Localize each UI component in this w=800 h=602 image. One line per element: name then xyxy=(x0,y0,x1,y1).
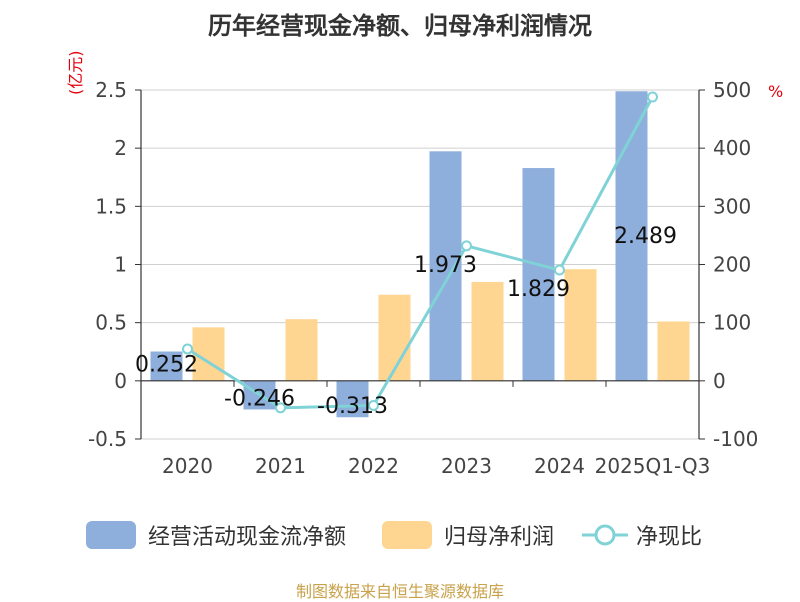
bar-op-cash xyxy=(615,91,648,381)
y-right-tick-label: 400 xyxy=(713,136,751,160)
bar-net-profit xyxy=(564,269,597,381)
point-ratio xyxy=(647,91,658,103)
y-left-tick-label: 2.5 xyxy=(95,78,127,102)
legend-item-ratio[interactable]: 净现比 xyxy=(582,518,702,552)
y-left-tick-label: 0.5 xyxy=(95,311,127,335)
data-label-op-cash: 0.252 xyxy=(135,353,198,378)
bar-net-profit xyxy=(471,281,504,381)
bar-op-cash xyxy=(336,380,369,418)
y-right-tick-label: 300 xyxy=(713,194,751,218)
y-right-tick-label: 500 xyxy=(713,78,751,102)
y-left-tick-label: 2 xyxy=(114,136,127,160)
x-tick-label: 2023 xyxy=(441,454,492,478)
legend-swatch-ratio xyxy=(582,524,628,546)
data-label-op-cash: 1.829 xyxy=(507,277,570,302)
legend-swatch-net-profit xyxy=(382,521,432,549)
data-labels: 0.252 -0.246 -0.313 1.973 1.829 2.489 xyxy=(135,224,677,419)
y-right-tick-label: 100 xyxy=(713,311,751,335)
legend-item-op-cash[interactable]: 经营活动现金流净额 xyxy=(86,518,346,552)
x-tick-label: 2021 xyxy=(255,454,306,478)
y-left-tick-label: 1 xyxy=(114,253,127,277)
line-ratio xyxy=(186,96,654,410)
chart-title: 历年经营现金净额、归母净利润情况 xyxy=(208,12,592,40)
point-ratio xyxy=(275,402,286,414)
tick-labels: -0.5 0 0.5 1 1.5 2 2.5 -100 0 100 200 300 400 500 2020… xyxy=(88,78,758,478)
legend-label-op-cash: 经营活动现金流净额 xyxy=(148,525,347,550)
y-left-tick-label: 1.5 xyxy=(95,194,127,218)
x-tick-label: 2025Q1-Q3 xyxy=(595,454,711,478)
data-label-op-cash: 2.489 xyxy=(614,224,677,249)
bar-net-profit xyxy=(285,319,318,381)
x-tick-label: 2020 xyxy=(162,454,213,478)
y-left-tick-label: -0.5 xyxy=(88,427,127,451)
data-label-op-cash: 1.973 xyxy=(414,253,477,278)
source-note: 制图数据来自恒生聚源数据库 xyxy=(295,582,504,601)
axes xyxy=(135,89,705,440)
data-label-op-cash: -0.246 xyxy=(224,386,295,411)
line-series xyxy=(182,91,658,414)
legend-label-ratio: 净现比 xyxy=(636,525,703,550)
legend-label-net-profit: 归母净利润 xyxy=(444,525,555,550)
bar-net-profit xyxy=(657,321,690,381)
bar-series xyxy=(150,91,690,418)
y-right-unit: % xyxy=(768,82,784,101)
legend-item-net-profit[interactable]: 归母净利润 xyxy=(382,518,554,552)
y-left-tick-label: 0 xyxy=(114,369,127,393)
point-ratio xyxy=(182,343,193,355)
data-label-op-cash: -0.313 xyxy=(317,394,388,419)
point-ratio xyxy=(461,240,472,252)
legend: 经营活动现金流净额 归母净利润 净现比 xyxy=(0,518,800,552)
point-ratio xyxy=(368,399,379,411)
x-tick-label: 2022 xyxy=(348,454,399,478)
bar-op-cash xyxy=(522,168,555,381)
y-right-tick-label: 200 xyxy=(713,253,751,277)
x-tick-label: 2024 xyxy=(534,454,585,478)
y-right-tick-label: 0 xyxy=(713,369,726,393)
bar-op-cash xyxy=(150,351,183,381)
point-ratio xyxy=(554,264,565,276)
legend-ratio-marker xyxy=(594,524,616,546)
y-right-tick-label: -100 xyxy=(713,427,758,451)
legend-swatch-op-cash xyxy=(86,521,136,549)
